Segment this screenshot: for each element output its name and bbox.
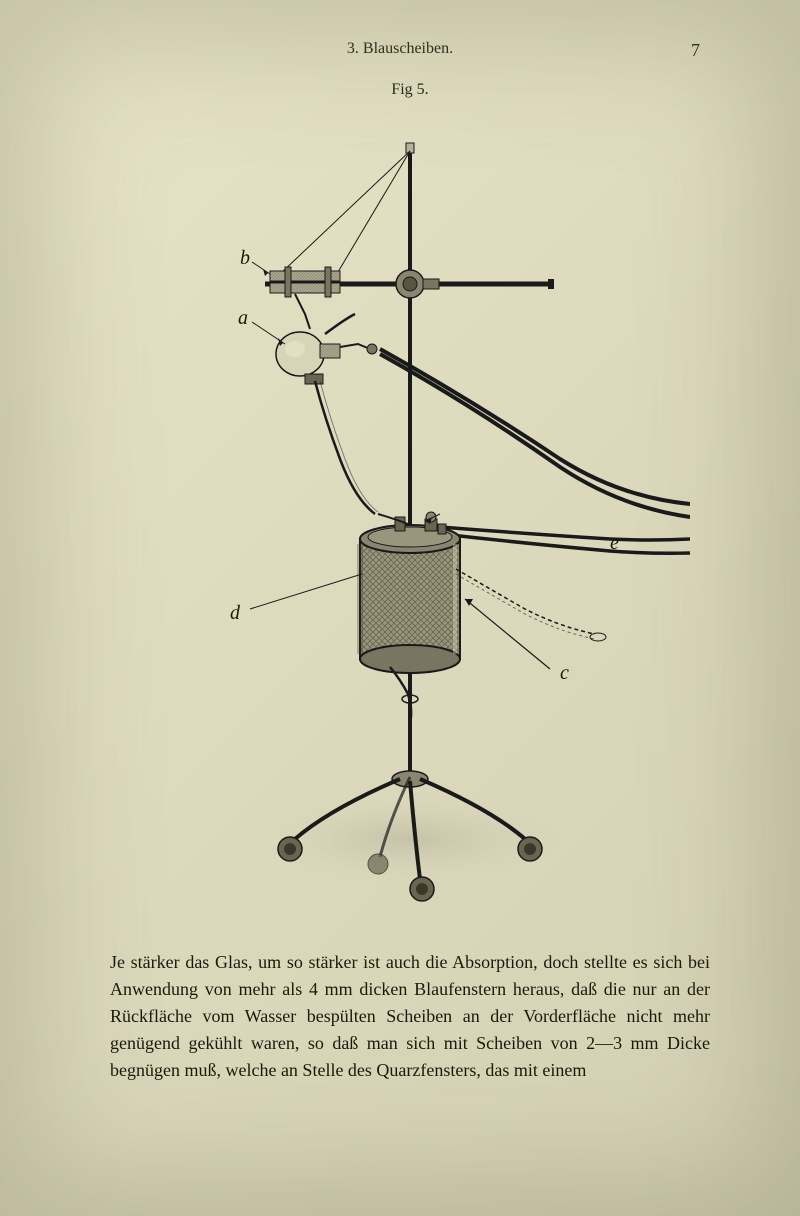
lamp-cable xyxy=(315,381,378,514)
body-paragraph: Je stärker das Glas, um so stärker ist a… xyxy=(100,949,720,1084)
label-d: d xyxy=(230,602,241,624)
page-header: 3. Blauscheiben. 7 xyxy=(100,40,720,61)
label-e: e xyxy=(610,532,619,554)
page-container: 3. Blauscheiben. 7 Fig 5. xyxy=(0,0,800,1216)
chain xyxy=(456,569,606,641)
figure-caption: Fig 5. xyxy=(100,81,720,99)
label-c: c xyxy=(560,662,569,684)
label-a: a xyxy=(238,307,248,329)
apparatus-illustration: b a d e c xyxy=(130,119,690,919)
page-number: 7 xyxy=(691,40,700,61)
component-a xyxy=(276,294,377,384)
tank-container xyxy=(360,512,460,673)
pointer-c xyxy=(465,599,550,669)
tension-wires xyxy=(280,151,410,277)
section-title: 3. Blauscheiben. xyxy=(347,40,453,58)
pointer-d xyxy=(250,574,362,609)
label-b: b xyxy=(240,247,250,269)
figure-container: b a d e c xyxy=(100,109,720,929)
